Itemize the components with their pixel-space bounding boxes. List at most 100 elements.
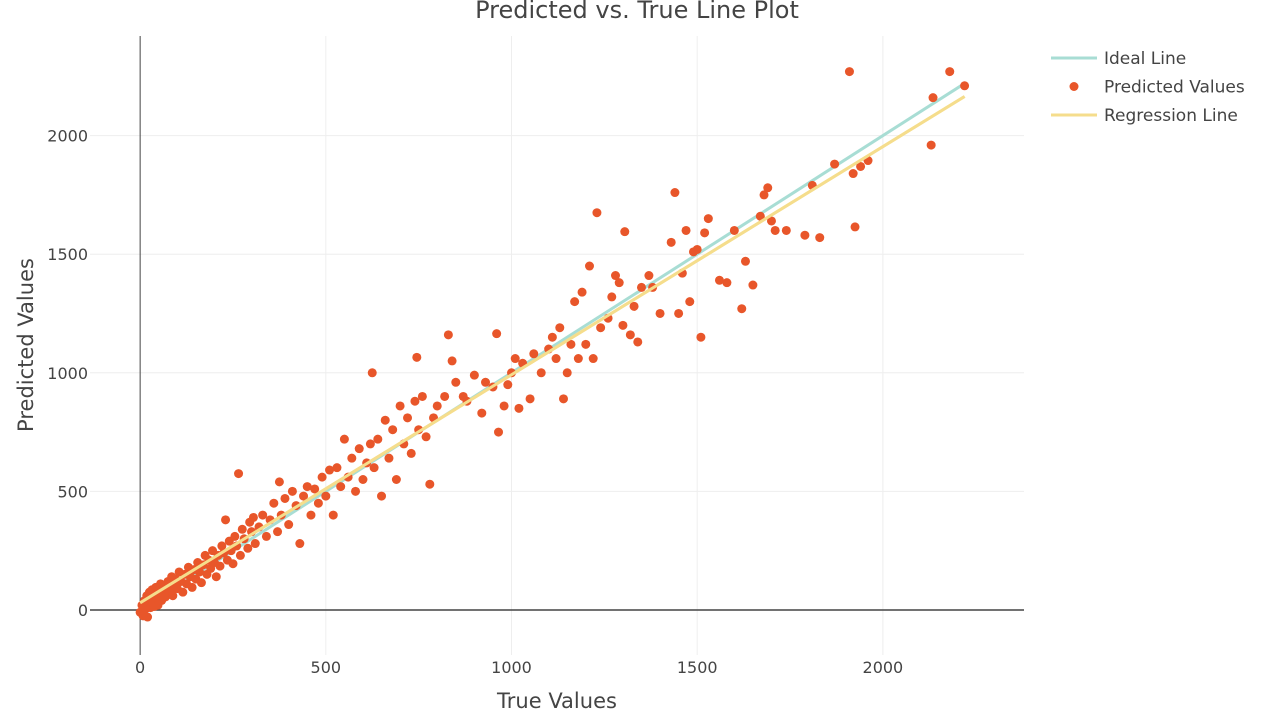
- data-point: [313, 498, 323, 508]
- data-point: [625, 330, 635, 340]
- data-point: [196, 578, 206, 588]
- data-point: [610, 271, 620, 281]
- data-point: [830, 159, 840, 169]
- data-point: [492, 329, 502, 339]
- data-point: [403, 413, 413, 423]
- y-tick-label: 500: [57, 482, 88, 501]
- data-point: [195, 567, 205, 577]
- data-point: [347, 453, 357, 463]
- data-point: [447, 356, 457, 366]
- data-point: [815, 233, 825, 243]
- data-point: [614, 278, 624, 288]
- legend-item-predicted-values[interactable]: Predicted Values: [1069, 78, 1245, 98]
- data-point: [211, 572, 221, 582]
- data-point: [369, 463, 379, 473]
- data-point: [766, 216, 776, 226]
- data-point: [425, 479, 435, 489]
- data-point: [354, 444, 364, 454]
- legend-marker-swatch: [1069, 82, 1079, 91]
- data-point: [618, 320, 628, 330]
- data-point: [217, 541, 227, 551]
- data-point: [248, 512, 258, 522]
- data-point: [237, 524, 247, 534]
- data-point: [514, 403, 524, 413]
- data-point: [269, 498, 279, 508]
- x-tick-label: 1000: [491, 658, 532, 677]
- data-point: [588, 354, 598, 364]
- data-point: [945, 67, 955, 77]
- data-point: [856, 161, 866, 171]
- data-point: [221, 515, 231, 525]
- data-point: [317, 472, 327, 482]
- data-point: [685, 297, 695, 307]
- data-point: [714, 275, 724, 285]
- legend-item-regression-line[interactable]: Regression Line: [1051, 106, 1238, 126]
- data-point: [555, 323, 565, 333]
- data-point: [280, 493, 290, 503]
- legend-label: Ideal Line: [1104, 49, 1186, 69]
- data-point: [596, 323, 606, 333]
- data-point: [629, 301, 639, 311]
- data-point: [670, 188, 680, 198]
- data-point: [373, 434, 383, 444]
- x-tick-label: 500: [311, 658, 342, 677]
- data-point: [339, 434, 349, 444]
- data-point: [551, 354, 561, 364]
- data-point: [440, 391, 450, 401]
- y-tick-label: 2000: [47, 127, 88, 146]
- data-point: [406, 448, 416, 458]
- data-point: [536, 368, 546, 378]
- data-point: [696, 332, 706, 342]
- data-point: [729, 225, 739, 235]
- data-point: [325, 465, 335, 475]
- data-point: [388, 425, 398, 435]
- data-point: [740, 256, 750, 266]
- y-axis-title: Predicted Values: [14, 258, 38, 432]
- data-point: [620, 227, 630, 237]
- data-point: [700, 228, 710, 238]
- data-point: [655, 308, 665, 318]
- data-point: [228, 559, 238, 569]
- data-point: [336, 482, 346, 492]
- data-point: [295, 539, 305, 549]
- data-point: [365, 439, 375, 449]
- data-point: [577, 287, 587, 297]
- x-tick-labels: 0 500 1000 1500 2000: [135, 658, 903, 677]
- data-point: [432, 401, 442, 411]
- data-point: [168, 591, 178, 601]
- data-point: [681, 225, 691, 235]
- data-point: [143, 612, 153, 622]
- data-point: [321, 491, 331, 501]
- data-point: [584, 261, 594, 271]
- data-point: [581, 339, 591, 349]
- data-point: [481, 377, 491, 387]
- data-point: [274, 477, 284, 487]
- data-point: [306, 510, 316, 520]
- data-point: [510, 354, 520, 364]
- scatter-points: [135, 67, 970, 622]
- legend-label: Predicted Values: [1104, 78, 1245, 98]
- data-point: [644, 271, 654, 281]
- legend[interactable]: Ideal Line Predicted Values Regression Lin…: [1051, 49, 1245, 126]
- data-point: [284, 520, 294, 530]
- data-point: [377, 491, 387, 501]
- data-point: [273, 527, 283, 537]
- chart-title: Predicted vs. True Line Plot: [475, 0, 799, 24]
- data-point: [525, 394, 535, 404]
- data-point: [367, 368, 377, 378]
- data-point: [737, 304, 747, 314]
- data-point: [770, 225, 780, 235]
- grid: [90, 36, 1024, 655]
- data-point: [178, 587, 188, 597]
- data-point: [748, 280, 758, 290]
- data-point: [633, 337, 643, 347]
- data-point: [703, 214, 713, 224]
- data-point: [250, 539, 260, 549]
- data-point: [722, 278, 732, 288]
- legend-item-ideal-line[interactable]: Ideal Line: [1051, 49, 1186, 69]
- data-point: [451, 377, 461, 387]
- data-point: [529, 349, 539, 359]
- data-point: [351, 486, 361, 496]
- data-point: [960, 81, 970, 91]
